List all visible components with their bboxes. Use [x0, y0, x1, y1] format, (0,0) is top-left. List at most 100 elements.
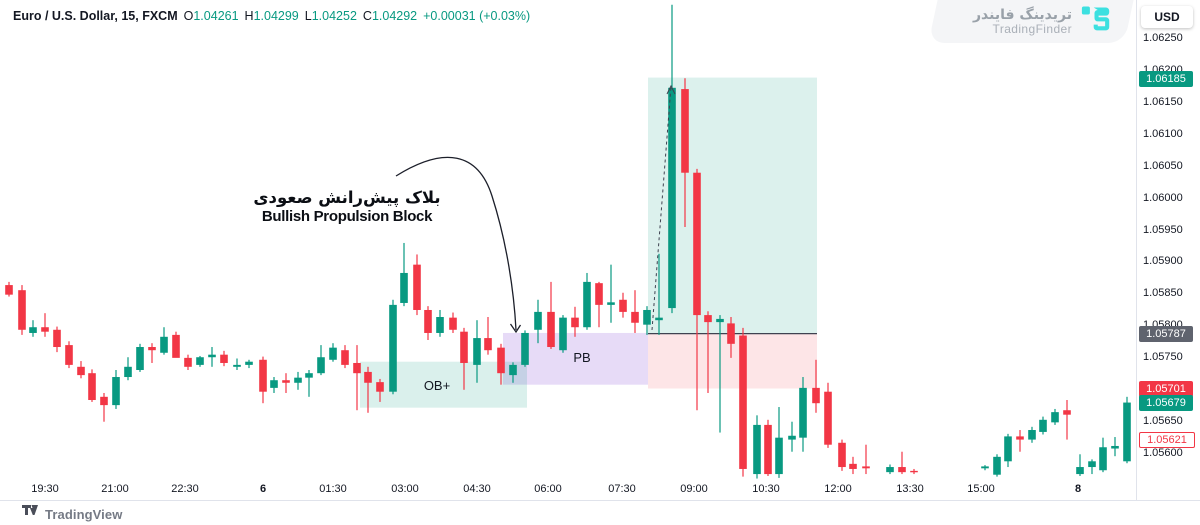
candle-body[interactable] — [910, 470, 918, 473]
candle-body[interactable] — [727, 323, 735, 344]
ob-zone-label[interactable]: OB+ — [424, 378, 450, 393]
candle-body[interactable] — [270, 380, 278, 388]
candle-body[interactable] — [100, 396, 108, 406]
annotation-curved-arrow[interactable] — [395, 156, 517, 331]
candle-body[interactable] — [245, 361, 253, 365]
candle-body[interactable] — [376, 382, 384, 392]
candle-body[interactable] — [400, 272, 408, 303]
candle-body[interactable] — [643, 309, 651, 325]
annotation-arrowhead-icon[interactable] — [509, 323, 522, 334]
candle-body[interactable] — [196, 357, 204, 365]
candle-body[interactable] — [294, 377, 302, 383]
candle-body[interactable] — [77, 366, 85, 376]
candle-body[interactable] — [497, 347, 505, 374]
candle-body[interactable] — [716, 318, 724, 323]
candle-body[interactable] — [799, 387, 807, 438]
candle-body[interactable] — [29, 327, 37, 333]
candle-body[interactable] — [184, 357, 192, 367]
candle-body[interactable] — [353, 362, 361, 374]
candle-body[interactable] — [148, 347, 156, 351]
candle-body[interactable] — [41, 327, 49, 332]
candle-body[interactable] — [838, 442, 846, 468]
candle-body[interactable] — [668, 87, 676, 309]
candle-body[interactable] — [1099, 447, 1107, 471]
candle-body[interactable] — [449, 317, 457, 330]
impulse-dashed-arrow[interactable] — [651, 85, 672, 331]
candle-body[interactable] — [282, 380, 290, 383]
candle-body[interactable] — [1111, 445, 1119, 449]
currency-selector[interactable]: USD — [1141, 6, 1193, 28]
candle-body[interactable] — [208, 354, 216, 358]
candle-body[interactable] — [1076, 467, 1084, 475]
candle-body[interactable] — [619, 299, 627, 312]
candle-body[interactable] — [18, 290, 26, 330]
candle-body[interactable] — [981, 466, 989, 469]
candle-body[interactable] — [112, 377, 120, 406]
candle-body[interactable] — [1123, 402, 1131, 462]
candle-body[interactable] — [534, 311, 542, 330]
candle-body[interactable] — [1004, 436, 1012, 462]
pb-zone-label[interactable]: PB — [573, 350, 590, 365]
candle-body[interactable] — [233, 364, 241, 367]
time-axis-separator[interactable] — [0, 500, 1200, 501]
candle-body[interactable] — [775, 437, 783, 475]
candle-body[interactable] — [824, 391, 832, 445]
candle-body[interactable] — [693, 172, 701, 316]
candle-body[interactable] — [460, 331, 468, 363]
candle-body[interactable] — [172, 334, 180, 358]
tradingview-attribution[interactable]: TradingView — [22, 505, 122, 523]
candle-body[interactable] — [1051, 412, 1059, 423]
candle-body[interactable] — [364, 371, 372, 383]
candle-body[interactable] — [1039, 419, 1047, 432]
candle-body[interactable] — [220, 354, 228, 363]
candle-body[interactable] — [739, 335, 747, 469]
candle-body[interactable] — [1016, 436, 1024, 440]
candle-body[interactable] — [1088, 461, 1096, 468]
candle-body[interactable] — [1028, 430, 1036, 440]
symbol-title[interactable]: Euro / U.S. Dollar, 15, FXCM — [13, 9, 178, 23]
candle-body[interactable] — [424, 309, 432, 333]
candle-body[interactable] — [764, 424, 772, 475]
candle-body[interactable] — [389, 304, 397, 392]
impulse-arrowhead-icon[interactable] — [666, 84, 676, 95]
candle-body[interactable] — [571, 317, 579, 328]
candle-body[interactable] — [413, 264, 421, 310]
candle-body[interactable] — [88, 373, 96, 401]
candle-body[interactable] — [329, 347, 337, 360]
propulsion-zone[interactable] — [648, 77, 817, 334]
candle-body[interactable] — [704, 315, 712, 323]
candle-body[interactable] — [473, 338, 481, 365]
candle-body[interactable] — [521, 332, 529, 365]
candle-body[interactable] — [753, 424, 761, 475]
candle-body[interactable] — [583, 281, 591, 328]
candle-body[interactable] — [341, 350, 349, 365]
candle-body[interactable] — [317, 357, 325, 374]
candle-body[interactable] — [655, 317, 663, 321]
candle-body[interactable] — [65, 345, 73, 365]
candle-body[interactable] — [547, 311, 555, 348]
candle-body[interactable] — [886, 467, 894, 473]
candle-body[interactable] — [5, 285, 13, 295]
candle-body[interactable] — [631, 311, 639, 323]
price-axis-separator[interactable] — [1136, 0, 1137, 500]
candle-body[interactable] — [509, 364, 517, 376]
candle-body[interactable] — [993, 456, 1001, 475]
candle-body[interactable] — [53, 329, 61, 348]
candle-body[interactable] — [436, 317, 444, 333]
candle-body[interactable] — [595, 283, 603, 305]
candle-body[interactable] — [559, 317, 567, 351]
candle-body[interactable] — [898, 467, 906, 473]
candle-body[interactable] — [160, 336, 168, 353]
candle-body[interactable] — [124, 366, 132, 378]
candle-body[interactable] — [681, 89, 689, 173]
candle-body[interactable] — [136, 347, 144, 370]
candle-body[interactable] — [788, 435, 796, 440]
candle-body[interactable] — [259, 359, 267, 392]
candle-body[interactable] — [862, 466, 870, 469]
candle-body[interactable] — [812, 387, 820, 404]
candle-body[interactable] — [1063, 410, 1071, 415]
candle-body[interactable] — [484, 338, 492, 351]
candle-body[interactable] — [849, 463, 857, 469]
candle-body[interactable] — [305, 373, 313, 378]
